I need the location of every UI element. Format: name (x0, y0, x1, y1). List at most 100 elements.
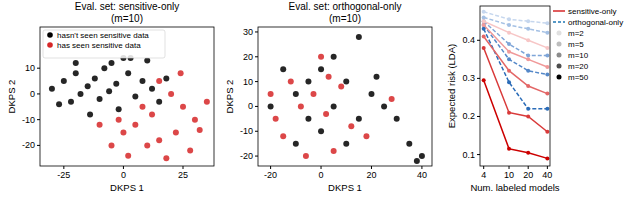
y-tick-label: -20 (240, 151, 253, 161)
legend-marker (557, 31, 562, 36)
point (178, 70, 184, 76)
x-tick (123, 166, 124, 169)
y-tick (255, 56, 258, 57)
point (280, 133, 286, 139)
x-tick (183, 166, 184, 169)
y-tick (477, 154, 480, 155)
line (484, 12, 548, 23)
point (293, 91, 299, 97)
line-point (507, 57, 511, 61)
y-tick (37, 145, 40, 146)
point (144, 57, 150, 63)
point (310, 91, 316, 97)
legend-label: sensitive-only (568, 7, 616, 16)
point (106, 88, 112, 94)
line-point (482, 78, 486, 82)
y-tick-label: 10 (25, 63, 35, 73)
legend-label: m=20 (568, 62, 589, 71)
line-point (507, 69, 511, 73)
point (323, 111, 329, 117)
line-point (507, 17, 511, 21)
point (343, 141, 349, 147)
x-tick-label: 40 (417, 170, 427, 180)
legend-label: hasn't seen sensitive data (57, 31, 149, 40)
legend-label: m=50 (568, 73, 589, 82)
point (338, 84, 344, 90)
x-tick-label: 20 (366, 170, 376, 180)
line-point (482, 15, 486, 19)
x-tick-label: 10 (504, 170, 514, 180)
point (97, 122, 103, 128)
line-point (526, 38, 530, 42)
point (132, 94, 138, 100)
line-point (507, 50, 511, 54)
point (374, 74, 380, 80)
line-point (507, 147, 511, 151)
point (356, 34, 362, 40)
y-tick (477, 78, 480, 79)
x-tick-label: 20 (523, 170, 533, 180)
legend-line (553, 10, 565, 12)
point (97, 96, 103, 102)
line (484, 29, 548, 109)
y-tick (255, 106, 258, 107)
line (484, 80, 548, 158)
x-tick (528, 166, 529, 169)
point (318, 54, 324, 60)
title: Eval. set: sensitive-only (75, 1, 180, 12)
point (109, 60, 115, 66)
legend-marker (557, 42, 562, 47)
point (139, 104, 145, 110)
y-tick (477, 116, 480, 117)
legend-marker (557, 64, 562, 69)
point (149, 86, 155, 92)
point (163, 155, 169, 161)
point (113, 81, 119, 87)
plot-frame (40, 27, 214, 166)
point (92, 75, 98, 81)
line-point (482, 10, 486, 14)
line-point (545, 54, 549, 58)
line-point (545, 107, 549, 111)
point (268, 91, 274, 97)
x-tick (547, 166, 548, 169)
y-tick (255, 81, 258, 82)
point (116, 106, 122, 112)
point (326, 74, 332, 80)
point (101, 65, 107, 71)
legend: sensitive-onlyorthogonal-onlym=2m=5m=10m… (553, 7, 623, 82)
point (268, 103, 274, 109)
y-axis-label: DKPS 2 (224, 80, 235, 114)
legend: hasn't seen sensitive datahas seen sensi… (43, 30, 165, 58)
point (368, 91, 374, 97)
point (192, 117, 198, 123)
x-axis-label: Num. labeled models (470, 182, 559, 193)
line-point (507, 111, 511, 115)
point (318, 128, 324, 134)
point (73, 70, 79, 76)
line-point (526, 151, 530, 155)
y-tick-label: 0 (30, 89, 35, 99)
point (204, 99, 210, 105)
point (116, 117, 122, 123)
legend-marker (47, 42, 53, 48)
line-point (482, 23, 486, 27)
plot-frame (480, 6, 550, 166)
figure: Eval. set: sensitive-only(m=10)-25025-20… (0, 0, 640, 200)
y-tick-label: 0.2 (462, 111, 475, 121)
line-point (526, 54, 530, 58)
point (68, 99, 74, 105)
x-axis-label: DKPS 1 (110, 182, 144, 193)
legend-marker (47, 32, 53, 38)
line-point (507, 31, 511, 35)
x-tick-label: 0 (319, 170, 324, 180)
line (484, 36, 548, 93)
line (484, 48, 548, 132)
point (120, 130, 126, 136)
y-tick-label: 10 (243, 77, 253, 87)
plot-frame (258, 27, 432, 166)
y-tick (37, 119, 40, 120)
point (280, 66, 286, 72)
y-tick-label: 0 (248, 101, 253, 111)
point (394, 116, 400, 122)
